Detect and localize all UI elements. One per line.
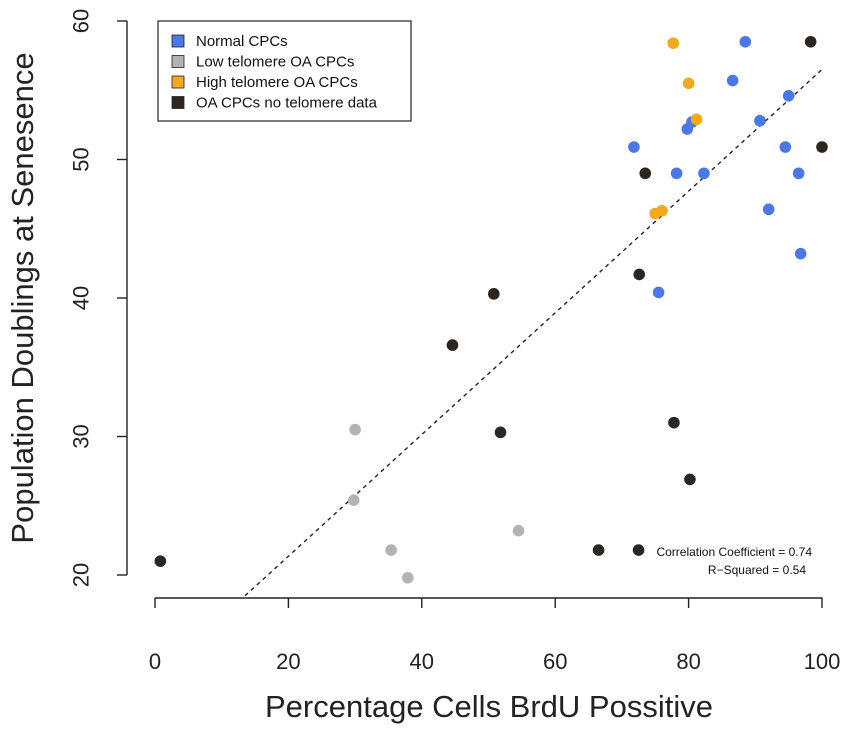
- series-2: [347, 423, 525, 584]
- data-point: [667, 37, 680, 49]
- legend-box: [157, 20, 412, 122]
- y-axis-title: Population Doublings at Senesence: [5, 52, 40, 543]
- data-point: [726, 74, 739, 87]
- data-point: [816, 141, 828, 153]
- data-point: [782, 89, 795, 102]
- data-point: [592, 544, 605, 556]
- y-tick-label: 40: [69, 286, 94, 310]
- data-point: [656, 204, 668, 217]
- x-tick-label: 20: [276, 649, 300, 674]
- legend-swatch: [171, 75, 185, 89]
- y-tick-label: 30: [69, 424, 94, 448]
- regression-line: [244, 68, 823, 597]
- legend-swatch: [171, 96, 185, 109]
- legend-label: High telomere OA CPCs: [196, 74, 358, 91]
- data-point: [670, 167, 683, 180]
- y-tick-label: 50: [69, 147, 94, 171]
- data-point: [794, 247, 807, 260]
- data-point: [632, 544, 645, 556]
- data-point: [385, 544, 397, 556]
- data-point: [347, 494, 360, 507]
- data-point: [639, 167, 652, 180]
- data-point: [668, 416, 680, 429]
- series-3: [649, 37, 703, 220]
- series-1: [628, 35, 807, 299]
- data-points: [154, 35, 828, 584]
- legend-swatch: [171, 55, 185, 68]
- data-point: [446, 339, 459, 351]
- y-ticks: 20 30 40 50 60: [69, 9, 127, 587]
- axes: 20 30 40 50 60 0 20 40 60 80 100: [69, 9, 841, 674]
- x-ticks: 0 20 40 60 80 100: [149, 598, 840, 674]
- x-tick-label: 60: [543, 649, 567, 674]
- data-point: [401, 571, 414, 584]
- data-point: [779, 141, 792, 153]
- data-point: [494, 426, 507, 439]
- data-point: [488, 288, 500, 300]
- legend-label: OA CPCs no telomere data: [196, 95, 378, 112]
- data-point: [690, 113, 703, 126]
- x-tick-label: 80: [676, 649, 700, 674]
- legend-swatch: [171, 34, 185, 48]
- data-point: [633, 268, 646, 281]
- data-point: [154, 555, 167, 567]
- data-point: [684, 473, 696, 486]
- data-point: [698, 167, 710, 180]
- legend: Normal CPCs Low telomere OA CPCs High telo…: [157, 20, 412, 122]
- correlation-coefficient-label: Correlation Coefficient = 0.74: [656, 545, 812, 559]
- data-point: [652, 286, 665, 299]
- data-point: [682, 77, 695, 90]
- x-tick-label: 40: [410, 649, 434, 674]
- data-point: [792, 167, 805, 180]
- data-point: [754, 114, 766, 127]
- y-tick-label: 60: [69, 9, 94, 33]
- data-point: [804, 35, 817, 48]
- series-4: [154, 35, 828, 567]
- data-point: [349, 423, 361, 436]
- x-tick-label: 0: [149, 649, 161, 674]
- x-axis-title: Percentage Cells BrdU Possitive: [265, 689, 713, 724]
- x-tick-label: 100: [804, 649, 841, 674]
- data-point: [739, 35, 752, 48]
- legend-label: Normal CPCs: [196, 33, 288, 50]
- y-tick-label: 20: [69, 563, 94, 587]
- r-squared-label: R−Squared = 0.54: [708, 563, 806, 577]
- data-point: [512, 524, 525, 537]
- data-point: [762, 203, 775, 216]
- data-point: [628, 141, 640, 153]
- legend-label: Low telomere OA CPCs: [196, 54, 354, 71]
